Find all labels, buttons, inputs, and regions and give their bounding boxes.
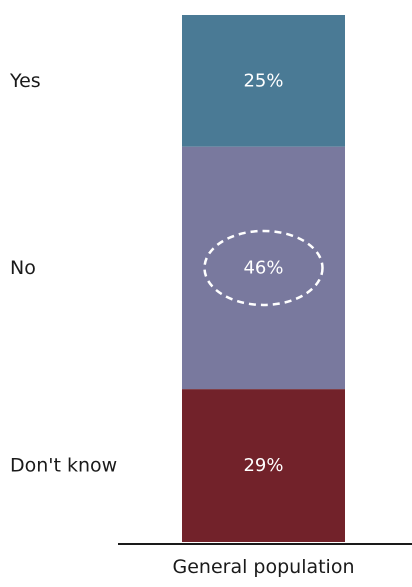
data-label-no: 46%	[243, 257, 283, 278]
data-label-don-t-know: 29%	[243, 455, 283, 476]
legend-label-no: No	[10, 257, 36, 279]
x-tick-label: General population	[172, 556, 354, 578]
highlight-ellipse	[203, 229, 324, 307]
legend-label-don-t-know: Don't know	[10, 455, 117, 477]
bar-segment-no	[182, 146, 345, 390]
bar-segment-yes	[182, 15, 345, 147]
data-label-yes: 25%	[243, 70, 283, 91]
bar-segment-don-t-know	[182, 389, 345, 542]
legend-label-yes: Yes	[9, 70, 41, 92]
